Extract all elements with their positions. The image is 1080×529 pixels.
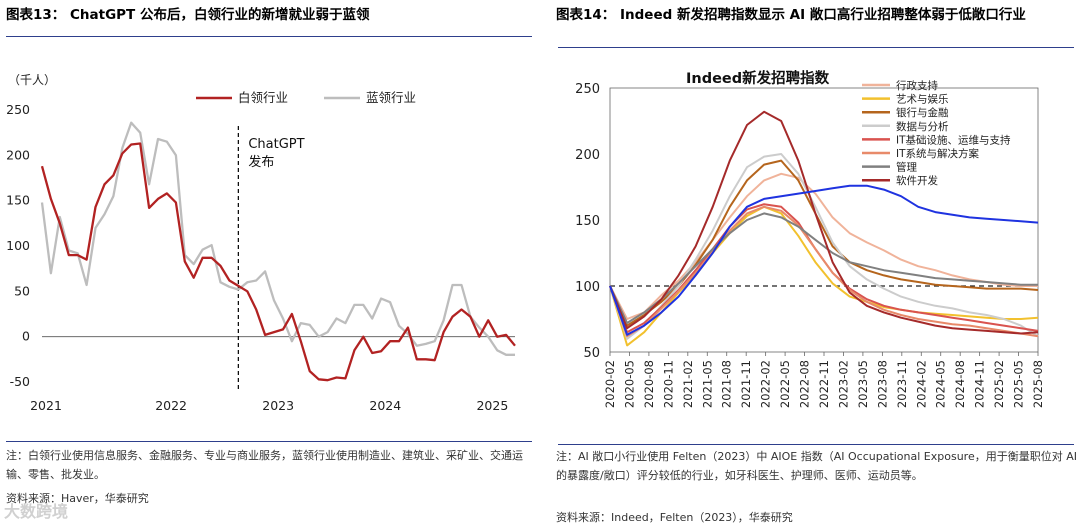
x-tick-label: 2025-05	[1012, 360, 1026, 408]
legend-label: 行政支持	[896, 79, 938, 92]
x-tick-label: 2020-08	[642, 360, 656, 408]
legend-label: 蓝领行业	[366, 90, 416, 105]
x-tick-label: 2021-08	[720, 360, 734, 408]
legend-label: 软件开发	[896, 174, 938, 187]
legend-label: 白领行业	[238, 90, 288, 105]
watermark: 大数跨境	[4, 502, 69, 521]
x-tick-label: 2023-11	[895, 360, 909, 408]
left-figure-title: 图表13： ChatGPT 公布后，白领行业的新增就业弱于蓝领	[6, 7, 370, 23]
chatgpt-annotation-text: ChatGPT	[248, 137, 304, 152]
series-line-行政支持	[609, 172, 1038, 320]
x-tick-label: 2021	[30, 398, 62, 413]
x-tick-label: 2020-02	[603, 360, 617, 408]
series-line-软件开发	[609, 110, 1039, 335]
legend-label: 管理	[896, 161, 917, 174]
x-tick-label: 2024	[369, 398, 401, 413]
legend-label: 数据与分析	[896, 120, 949, 133]
series-line-IT系统与解决方案	[609, 205, 1039, 338]
right-note: 注：AI 敞口小行业使用 Felten（2023）中 AIOE 指数（AI Oc…	[556, 450, 1077, 482]
x-tick-label: 2021-11	[739, 360, 753, 408]
y-tick-label: 200	[575, 148, 600, 163]
y-tick-label: 100	[575, 280, 600, 295]
x-tick-label: 2020-05	[622, 360, 636, 408]
legend-label: IT系统与解决方案	[896, 147, 980, 160]
left-note: 注：白领行业使用信息服务、金融服务、专业与商业服务，蓝领行业使用制造业、建筑业、…	[6, 449, 523, 481]
y-tick-label: -50	[10, 374, 30, 389]
x-tick-label: 2022	[155, 398, 187, 413]
y-axis-unit-label: （千人）	[8, 73, 56, 87]
left-source: 资料来源：Haver，华泰研究	[6, 492, 149, 505]
legend-label: IT基础设施、运维与支持	[896, 133, 1011, 146]
series-line-蓝领行业	[40, 121, 515, 356]
x-tick-label: 2022-11	[817, 360, 831, 408]
x-tick-label: 2025	[476, 398, 508, 413]
right-figure-title: 图表14： Indeed 新发招聘指数显示 AI 敞口高行业招聘整体弱于低敞口行…	[556, 7, 1026, 23]
chart-title: Indeed新发招聘指数	[686, 69, 830, 87]
legend-label: 银行与金融	[896, 106, 949, 119]
series-line-管理	[609, 212, 1038, 324]
right-note-rule	[558, 444, 1074, 445]
x-tick-label: 2020-11	[661, 360, 675, 408]
right-title-rule	[558, 47, 1074, 48]
x-tick-label: 2024-05	[934, 360, 948, 408]
y-tick-label: 250	[575, 82, 600, 97]
x-tick-label: 2024-11	[973, 360, 987, 408]
right-source: 资料来源：Indeed，Felten（2023），华泰研究	[556, 511, 793, 524]
left-note-rule	[6, 441, 532, 442]
x-tick-label: 2022-08	[798, 360, 812, 408]
legend-label: 艺术与娱乐	[896, 93, 949, 106]
left-chart: （千人） -50 0 50 100 150 200 250 2021 2022 2023 2024 20…	[6, 73, 516, 413]
x-tick-label: 2023-08	[875, 360, 889, 408]
x-tick-label: 2023	[262, 398, 294, 413]
right-figure: 图表14： Indeed 新发招聘指数显示 AI 敞口高行业招聘整体弱于低敞口行…	[552, 0, 1080, 529]
x-tick-label: 2022-05	[778, 360, 792, 408]
y-tick-label: 0	[22, 329, 30, 344]
chatgpt-annotation-text: 发布	[248, 154, 274, 170]
y-tick-label: 250	[6, 102, 30, 117]
y-tick-label: 100	[6, 238, 30, 253]
y-tick-label: 50	[14, 283, 30, 298]
right-chart: 50 100 150 200 250 2020-02 2020-05 2020-08 2020-…	[575, 69, 1045, 408]
y-tick-label: 150	[575, 214, 600, 229]
series-line-艺术与娱乐	[609, 205, 1039, 347]
x-tick-label: 2025-08	[1031, 360, 1045, 408]
x-tick-label: 2021-05	[700, 360, 714, 408]
x-tick-label: 2023-02	[836, 360, 850, 408]
x-tick-label: 2022-02	[759, 360, 773, 408]
x-tick-label: 2024-02	[914, 360, 928, 408]
y-tick-label: 200	[6, 147, 30, 162]
x-tick-label: 2021-02	[681, 360, 695, 408]
x-tick-label: 2023-05	[856, 360, 870, 408]
y-tick-label: 50	[583, 346, 600, 361]
x-tick-label: 2024-08	[953, 360, 967, 408]
y-tick-label: 150	[6, 193, 30, 208]
series-line-白领行业	[40, 142, 516, 382]
x-tick-label: 2025-02	[992, 360, 1006, 408]
left-title-rule	[6, 36, 532, 37]
series-line-AI敞口小行业	[609, 184, 1039, 336]
left-figure: 图表13： ChatGPT 公布后，白领行业的新增就业弱于蓝领 （千人） -50 0…	[0, 0, 538, 529]
